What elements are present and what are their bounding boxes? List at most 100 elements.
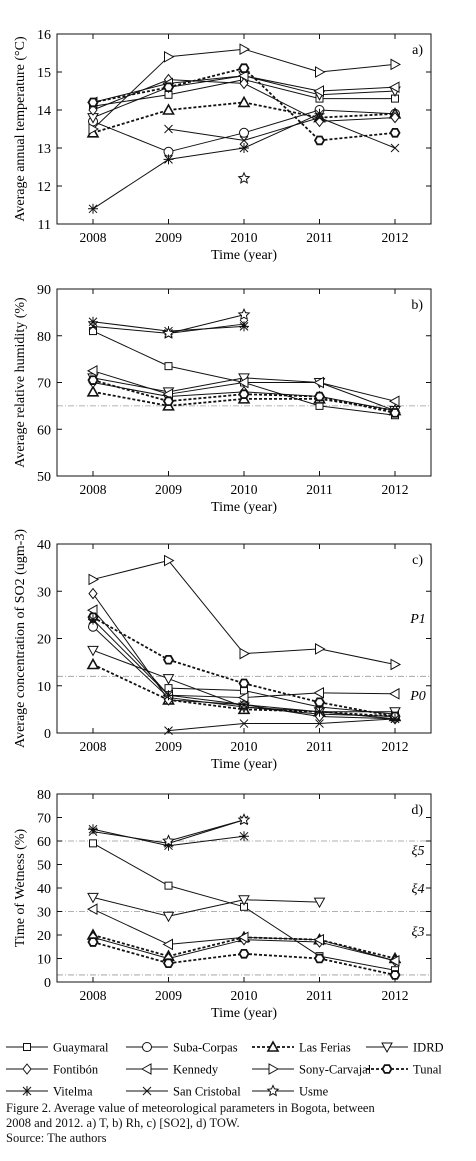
series-line-segment	[92, 86, 169, 119]
series-line-segment	[319, 648, 396, 665]
series-line-segment	[168, 819, 245, 842]
series-line-segment	[92, 842, 169, 887]
legend-marker	[266, 1040, 280, 1052]
data-point	[237, 376, 249, 389]
data-point	[390, 58, 402, 71]
chart-panel-3: 0 10 20 30 40 2008 2009 2010 2011 2012 Time (year)…	[13, 529, 432, 772]
x-tick-label: 2009	[155, 230, 182, 245]
series-line-segment	[319, 706, 396, 715]
data-point	[239, 77, 249, 90]
series-line-segment	[168, 48, 245, 58]
caption-line-1: Figure 2. Average value of meteorologica…	[6, 1101, 375, 1115]
y-axis-label: Average relative humidity (%)	[13, 297, 28, 468]
data-point	[162, 938, 173, 951]
y-tick-label: 50	[37, 470, 51, 485]
series-kennedy	[86, 903, 400, 967]
series-line-segment	[92, 896, 169, 917]
x-tick-label: 2008	[80, 988, 107, 1003]
data-point	[390, 111, 400, 124]
y-tick-label: 16	[37, 28, 51, 43]
data-point	[313, 897, 326, 909]
data-point	[388, 81, 400, 94]
y-tick-label: 20	[37, 633, 51, 648]
series-line-segment	[319, 109, 396, 115]
legend: Guaymaral Suba-Corpas Las Ferias IDRD Fontib…	[6, 1040, 444, 1099]
data-point	[238, 678, 250, 689]
data-point	[313, 85, 324, 97]
series-line-segment	[168, 101, 245, 111]
data-point	[237, 95, 251, 108]
data-point	[86, 903, 98, 915]
data-point	[314, 706, 325, 717]
series-line-segment	[243, 682, 320, 704]
series-line-segment	[92, 377, 169, 393]
y-tick-label: 90	[37, 283, 51, 298]
y-tick-label: 0	[44, 976, 51, 991]
series-line-segment	[92, 390, 169, 407]
y-axis-label: Average annual temperature (°C)	[13, 36, 28, 222]
panel-label: d)	[411, 803, 423, 818]
series-line-segment	[319, 63, 396, 73]
series-line-segment	[168, 899, 245, 917]
series-line-segment	[319, 131, 396, 142]
series-line-segment	[243, 936, 320, 941]
y-tick-label: 40	[37, 882, 51, 897]
series-line-segment	[319, 382, 396, 412]
y-tick-label: 11	[38, 218, 51, 233]
legend-item-kennedy: Kennedy	[126, 1063, 219, 1077]
series-line-segment	[243, 75, 320, 92]
series-line-segment	[243, 377, 320, 383]
series-tunal	[87, 375, 401, 418]
series-line-segment	[168, 75, 245, 84]
legend-marker	[23, 1043, 31, 1051]
x-tick-label: 2011	[306, 739, 333, 754]
legend-item-vitelma: Vitelma	[6, 1085, 93, 1099]
y-tick-label: 12	[37, 180, 51, 195]
data-point	[162, 958, 175, 968]
data-point	[388, 395, 400, 408]
legend-item-suba-corpas: Suba-Corpas	[126, 1041, 238, 1055]
data-point	[88, 573, 100, 586]
data-point	[88, 203, 98, 214]
chart-panel-4: 0 10 20 30 40 50 60 70 80 2008 2009 2010 2011 2012 Tim…	[13, 788, 432, 1021]
series-san-cristobal	[164, 113, 400, 153]
series-line-segment	[319, 90, 396, 96]
series-line-segment	[92, 649, 169, 680]
legend-label: Guaymaral	[53, 1041, 109, 1055]
series-line-segment	[319, 117, 396, 122]
data-point	[390, 143, 400, 153]
series-usme	[237, 171, 251, 184]
data-point	[239, 319, 249, 329]
series-line-segment	[92, 560, 169, 580]
series-sony-carvajal	[88, 43, 402, 135]
legend-item-guaymaral: Guaymaral	[6, 1041, 109, 1055]
series-line-segment	[168, 699, 245, 711]
x-tick-label: 2008	[80, 739, 107, 754]
data-point	[315, 66, 326, 78]
y-tick-label: 10	[37, 953, 51, 968]
series-line-segment	[92, 831, 169, 844]
series-sony-carvajal	[88, 554, 402, 671]
series-line-segment	[319, 692, 396, 695]
legend-item-tunal: Tunal	[366, 1063, 442, 1077]
data-point	[163, 840, 174, 851]
data-point	[238, 949, 250, 959]
series-line-segment	[168, 382, 245, 395]
series-line-segment	[168, 560, 245, 654]
annotation-label: P1	[409, 612, 426, 627]
data-point	[313, 686, 324, 699]
panel-label: a)	[412, 43, 423, 58]
series-line-segment	[168, 687, 245, 691]
series-line-segment	[92, 934, 169, 958]
y-tick-label: 60	[37, 835, 51, 850]
data-point	[87, 645, 99, 657]
y-tick-label: 50	[37, 859, 51, 874]
series-line-segment	[243, 648, 320, 655]
series-line-segment	[92, 616, 169, 661]
series-line-segment	[92, 94, 169, 107]
y-axis-label: Average concentration of SO2 (ugm-3)	[13, 529, 28, 748]
series-line-segment	[92, 619, 169, 696]
annotation-label: P0	[409, 689, 426, 704]
series-line-segment	[92, 79, 169, 111]
